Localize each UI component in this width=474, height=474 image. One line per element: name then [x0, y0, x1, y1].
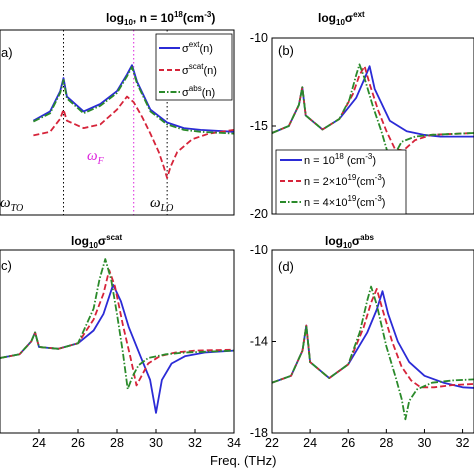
panel-c-frame [0, 249, 235, 434]
panel-c-title: log10σscat [71, 233, 122, 250]
series-a-1 [32, 64, 234, 133]
xtick-label-c-1: 26 [71, 436, 85, 450]
panel-d-title: log10σabs [325, 233, 374, 250]
xtick-label-d-3: 28 [379, 436, 393, 450]
panel-b-legend: n = 1018 (cm-3) n = 2×1019(cm-3) n = 4×1… [275, 149, 407, 215]
panel-c-label: c) [1, 258, 12, 273]
xtick-label-c-0: 24 [32, 436, 46, 450]
omega-to-label: ωTO [0, 195, 23, 214]
series-a-2 [33, 95, 234, 179]
legend-a-entry-2: σscat(n) [182, 62, 217, 77]
panel-a-legend-box [155, 33, 233, 101]
series-d-1 [272, 290, 474, 389]
series-d-2 [272, 288, 474, 389]
ytick-label-b-0: -10 [250, 31, 268, 45]
xtick-label-c-5: 34 [227, 436, 241, 450]
xtick-label-d-1: 24 [303, 436, 317, 450]
panel-c: log10σscat 24 26 28 30 32 34 c) [0, 233, 241, 450]
series-c-3 [0, 258, 234, 390]
legend-b-entry-3: n = 4×1019(cm-3) [304, 194, 385, 209]
omega-f-label: ωF [87, 148, 105, 167]
panel-b: log10σext -10 -15 -20 (b) n = 1018 (cm-3) … [250, 10, 474, 221]
xtick-label-c-3: 30 [149, 436, 163, 450]
panel-a-label: a) [1, 45, 13, 60]
omega-lo-label: ωLO [150, 195, 173, 214]
ytick-label-d-2: -18 [250, 426, 268, 440]
x-axis-label: Freq. (THz) [210, 453, 276, 468]
ytick-label-b-2: -20 [250, 207, 268, 221]
series-c-2 [0, 269, 234, 387]
series-a-3 [32, 66, 234, 135]
series-c-1 [0, 283, 234, 414]
legend-a-entry-3: σabs(n) [182, 84, 215, 99]
xtick-label-c-2: 28 [110, 436, 124, 450]
ytick-label-d-1: -14 [250, 335, 268, 349]
ytick-label-d-0: -10 [250, 243, 268, 257]
xtick-label-d-4: 30 [417, 436, 431, 450]
legend-a-entry-1: σext(n) [182, 40, 213, 55]
ytick-label-b-1: -15 [250, 119, 268, 133]
series-b-1 [272, 65, 474, 138]
series-d-3 [272, 285, 474, 421]
panel-a-title: log10, n = 1018(cm-3) [106, 10, 215, 27]
panel-d-frame [271, 249, 474, 434]
xtick-label-c-4: 32 [188, 436, 202, 450]
xtick-label-d-0: 22 [265, 436, 279, 450]
panel-b-label: (b) [278, 43, 294, 58]
panel-a-legend: σext(n) σscat(n) σabs(n) [155, 33, 233, 101]
panel-d: log10σabs 22 24 26 28 30 32 -10 -14 -18 (d) [250, 233, 474, 450]
xtick-label-d-5: 32 [456, 436, 470, 450]
xtick-label-d-2: 26 [341, 436, 355, 450]
legend-b-entry-2: n = 2×1019(cm-3) [304, 173, 385, 188]
panel-a: log10, n = 1018(cm-3) a) σext(n) σscat(n… [0, 10, 235, 216]
panel-d-label: (d) [278, 259, 294, 274]
panel-b-title: log10σext [318, 10, 365, 27]
series-b-3 [272, 63, 474, 180]
legend-b-entry-1: n = 1018 (cm-3) [304, 152, 376, 167]
panel-a-frame [0, 29, 235, 216]
